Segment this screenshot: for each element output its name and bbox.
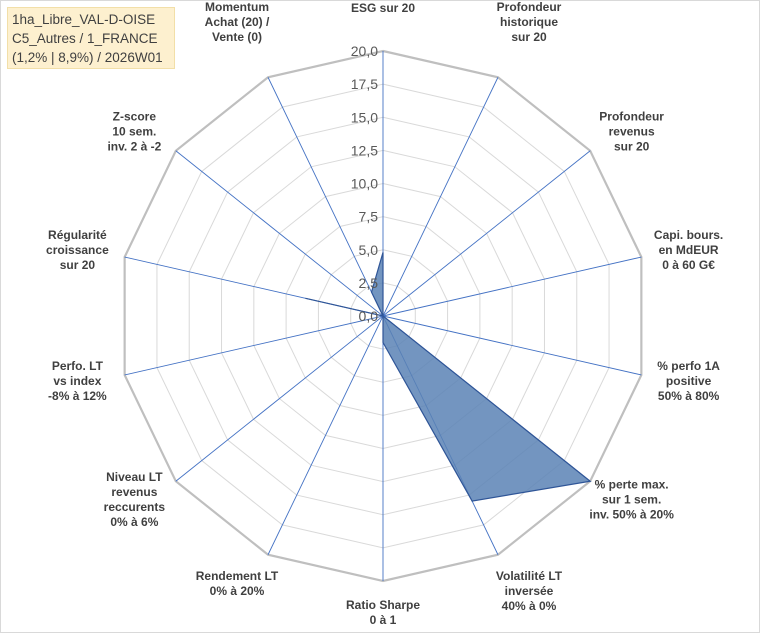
axis-label-line: vs index xyxy=(53,374,101,388)
axis-label-line: sur 20 xyxy=(511,30,547,44)
axis-label-line: Volatilité LT xyxy=(496,569,563,583)
tick-label: 0,0 xyxy=(359,308,379,324)
axis-spoke xyxy=(267,77,384,317)
title-line-2: C5_Autres / 1_FRANCE xyxy=(12,31,158,46)
axis-spoke xyxy=(124,315,384,376)
axis-label-line: Vente (0) xyxy=(212,30,262,44)
axis-label-line: 0 à 1 xyxy=(370,613,397,627)
tick-label: 12,5 xyxy=(351,142,378,158)
chart-title-box: 1ha_Libre_VAL-D-OISE C5_Autres / 1_FRANC… xyxy=(7,7,175,69)
axis-label-line: % perte max. xyxy=(595,477,669,491)
tick-label: 7,5 xyxy=(359,209,379,225)
tick-label: 10,0 xyxy=(351,176,378,192)
axis-label: Profondeur historique sur 20 xyxy=(497,0,562,44)
axis-spoke xyxy=(175,150,384,317)
axis-label-line: Achat (20) / xyxy=(205,15,270,29)
axis-label-line: Momentum xyxy=(205,0,269,14)
axis-label-line: inv. 2 à -2 xyxy=(107,140,161,154)
tick-label: 15,0 xyxy=(351,109,378,125)
axis-label: % perte max. sur 1 sem. inv. 50% à 20% xyxy=(589,477,674,521)
axis-label-line: Capi. bours. xyxy=(654,228,723,242)
axis-label-line: croissance xyxy=(46,243,109,257)
axis-spoke xyxy=(382,315,642,376)
axis-label-line: Niveau LT xyxy=(106,470,163,484)
axis-label-line: revenus xyxy=(111,485,157,499)
axis-label-line: positive xyxy=(666,374,712,388)
axis-label-line: 50% à 80% xyxy=(658,389,720,403)
axis-label: Capi. bours. en MdEUR 0 à 60 G€ xyxy=(654,228,723,272)
axis-label-line: Perfo. LT xyxy=(52,359,104,373)
axis-label: NoteESG sur 20 xyxy=(351,0,415,15)
axis-spoke xyxy=(175,315,384,482)
axis-label-line: 40% à 0% xyxy=(502,599,557,613)
tick-label: 20,0 xyxy=(351,43,378,59)
axis-label-line: Z-score xyxy=(113,110,157,124)
axis-label: Niveau LT revenus reccurents 0% à 6% xyxy=(104,470,166,529)
axis-label-line: sur 1 sem. xyxy=(602,492,661,506)
axis-label-line: Profondeur xyxy=(497,0,562,14)
axis-label-line: 0% à 20% xyxy=(210,584,265,598)
title-line-3: (1,2% | 8,9%) / 2026W01 xyxy=(12,50,163,65)
axis-label-line: 0 à 60 G€ xyxy=(662,258,715,272)
axis-label: Z-score 10 sem. inv. 2 à -2 xyxy=(107,110,161,154)
axis-label-line: sur 20 xyxy=(614,140,650,154)
title-line-1: 1ha_Libre_VAL-D-OISE xyxy=(12,12,156,27)
axis-spoke xyxy=(382,150,591,317)
axis-label-line: 10 sem. xyxy=(112,125,156,139)
axis-label-line: inv. 50% à 20% xyxy=(589,507,674,521)
axis-label-line: Profondeur xyxy=(599,110,664,124)
axis-label-line: % perfo 1A xyxy=(657,359,720,373)
axis-label-line: revenus xyxy=(609,125,655,139)
axis-label-line: historique xyxy=(500,15,558,29)
axis-label-line: -8% à 12% xyxy=(48,389,107,403)
axis-label-line: ESG sur 20 xyxy=(351,1,415,15)
axis-spoke xyxy=(382,77,499,317)
axis-label-line: 0% à 6% xyxy=(110,515,158,529)
tick-label: 5,0 xyxy=(359,242,379,258)
axis-label: % perfo 1A positive 50% à 80% xyxy=(657,359,720,403)
axis-label: Momentum Achat (20) / Vente (0) xyxy=(205,0,270,44)
tick-label: 2,5 xyxy=(359,275,379,291)
axis-label: Profondeur revenus sur 20 xyxy=(599,110,664,154)
axis-label: Volatilité LT inversée 40% à 0% xyxy=(496,569,563,613)
axis-label-line: inversée xyxy=(505,584,554,598)
axis-spoke xyxy=(382,256,642,317)
axis-spoke xyxy=(267,315,384,555)
axis-label-line: reccurents xyxy=(104,500,166,514)
axis-label-line: sur 20 xyxy=(60,258,96,272)
series-area xyxy=(305,252,592,502)
axis-label: Perfo. LT vs index -8% à 12% xyxy=(48,359,107,403)
axis-label-line: Régularité xyxy=(48,228,107,242)
axis-label-line: Ratio Sharpe xyxy=(346,598,420,612)
axis-label: Rendement LT 0% à 20% xyxy=(196,569,279,598)
axis-label: Régularité croissance sur 20 xyxy=(46,228,109,272)
tick-label: 17,5 xyxy=(351,76,378,92)
axis-label: Ratio Sharpe 0 à 1 xyxy=(346,598,420,627)
axis-label-line: en MdEUR xyxy=(659,243,719,257)
axis-label-line: Rendement LT xyxy=(196,569,279,583)
